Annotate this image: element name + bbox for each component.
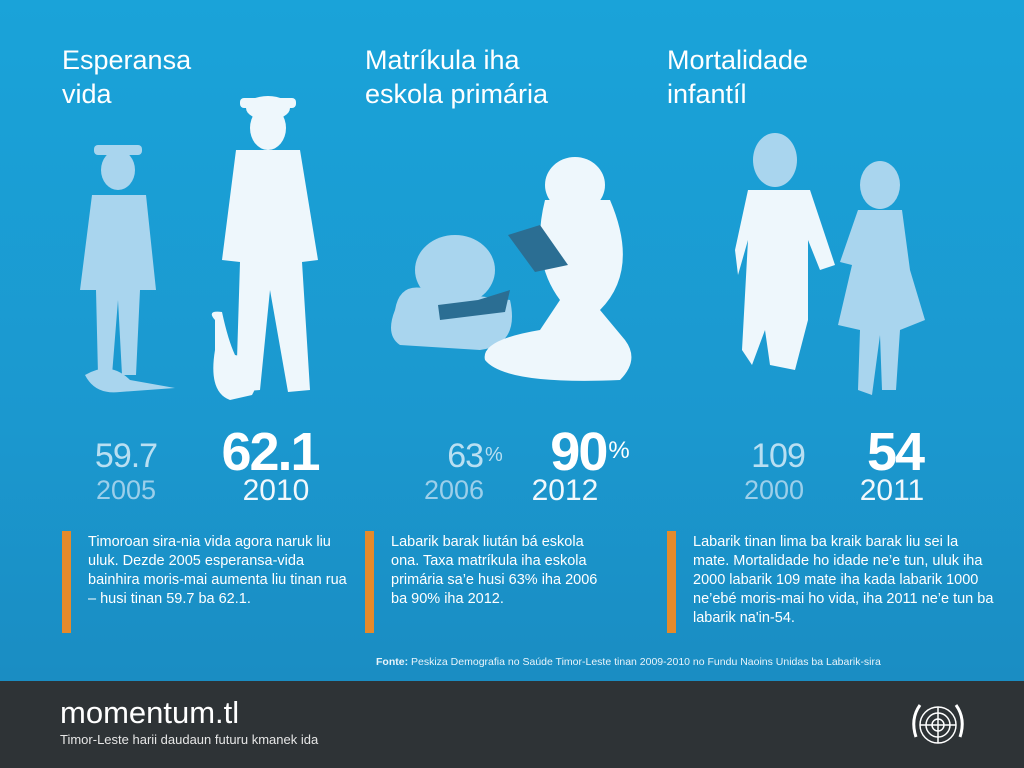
unit: % — [485, 444, 503, 466]
book — [438, 290, 510, 320]
footer: momentum.tl Timor-Leste harii daudaun fu… — [0, 681, 1024, 768]
panel-title: Matríkula iha eskola primária — [365, 43, 548, 111]
source-note: Fonte: Peskiza Demografia no Saúde Timor… — [376, 656, 881, 668]
panel-text: Timoroan sira-nia vida agora naruk liu u… — [88, 534, 347, 607]
panel-title: Mortalidade infantíl — [667, 43, 808, 111]
figure-bright — [211, 96, 632, 400]
tagline: Timor-Leste harii daudaun futuru kmanek … — [60, 732, 319, 747]
title-line: Esperansa — [62, 45, 192, 75]
unit: % — [608, 437, 630, 464]
value: 63 — [447, 437, 484, 475]
title-line: eskola primária — [365, 79, 549, 109]
title-line: infantíl — [667, 79, 747, 109]
panel-text: Labarik tinan lima ba kraik barak liu se… — [693, 534, 994, 626]
un-emblem — [912, 704, 964, 744]
accent-bar — [667, 531, 676, 633]
value-after: 62.1 — [221, 422, 320, 482]
value-after: 90% — [520, 421, 660, 483]
accent-bar — [365, 531, 374, 633]
source-text: Peskiza Demografia no Saúde Timor-Leste … — [411, 656, 881, 668]
brand: momentum.tl — [60, 695, 240, 730]
book — [508, 225, 568, 272]
year-after: 2012 — [531, 474, 599, 507]
year-before: 2006 — [423, 475, 485, 505]
title-line: Mortalidade — [667, 45, 809, 75]
panel-text: Labarik barak liután bá eskola ona. Taxa… — [391, 534, 598, 607]
value-before: 59.7 — [94, 437, 158, 475]
panel-title: Esperansa vida — [62, 43, 191, 111]
year-after: 2010 — [242, 474, 310, 507]
value-before: 63% — [405, 437, 545, 476]
figure-faded — [80, 133, 925, 395]
year-after: 2011 — [859, 474, 925, 507]
value-after: 54 — [866, 422, 925, 482]
year-before: 2000 — [743, 475, 805, 505]
source-label: Fonte: — [376, 656, 409, 668]
value: 90 — [550, 422, 608, 482]
year-before: 2005 — [95, 475, 157, 505]
title-line: Matríkula iha — [365, 45, 520, 75]
accent-bar — [62, 531, 71, 633]
value-before: 109 — [751, 437, 806, 475]
title-line: vida — [62, 79, 112, 109]
silhouettes — [80, 96, 925, 400]
